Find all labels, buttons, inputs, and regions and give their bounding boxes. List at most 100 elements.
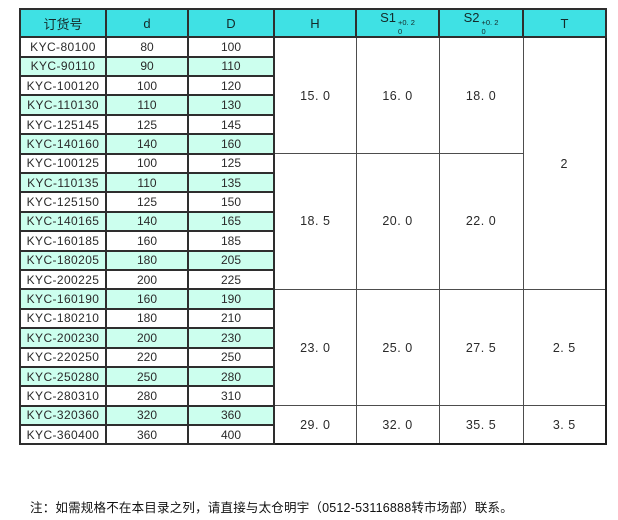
D-cell: 160 <box>187 133 275 155</box>
table-row: KYC-280310 280 310 <box>19 385 606 407</box>
s1-label: S1 <box>380 10 396 25</box>
d-cell: 160 <box>105 288 189 310</box>
order-code-cell: KYC-250280 <box>19 365 107 388</box>
D-cell: 120 <box>187 75 275 97</box>
D-cell: 360 <box>187 404 275 427</box>
table-row: KYC-125145 125 145 <box>19 113 606 136</box>
col-header-d: d <box>105 7 189 39</box>
table-row: KYC-140160 140 160 <box>19 133 606 155</box>
table-row: KYC-125150 125 150 <box>19 191 606 213</box>
order-code-cell: KYC-180205 <box>19 249 107 271</box>
table-row: KYC-160190 160 190 23. 0 25. 0 27. 5 2. 5 <box>19 288 607 407</box>
order-code-cell: KYC-280310 <box>19 385 107 407</box>
D-cell: 250 <box>187 346 275 368</box>
d-cell: 220 <box>105 346 189 368</box>
order-code-cell: KYC-125145 <box>19 113 107 136</box>
table-row: KYC-250280 250 280 <box>19 365 606 388</box>
D-cell: 100 <box>187 36 275 58</box>
D-cell: 190 <box>187 288 275 310</box>
D-cell: 310 <box>187 385 275 407</box>
order-code-cell: KYC-125150 <box>19 191 107 213</box>
d-cell: 110 <box>105 94 189 116</box>
tolerance-sup: +0. 2 <box>398 18 415 27</box>
d-cell: 140 <box>105 133 189 155</box>
h-cell: 15. 0 <box>273 36 357 155</box>
t-cell: 2. 5 <box>522 288 607 407</box>
table-row: KYC-200225 200 225 <box>19 268 606 291</box>
d-cell: 200 <box>105 268 189 291</box>
d-cell: 100 <box>105 75 189 97</box>
D-cell: 165 <box>187 210 275 233</box>
table-row: KYC-320360 320 360 29. 0 32. 0 35. 5 3. 5 <box>19 404 607 445</box>
D-cell: 135 <box>187 171 275 194</box>
D-cell: 225 <box>187 268 275 291</box>
d-cell: 180 <box>105 249 189 271</box>
order-code-cell: KYC-90110 <box>19 55 107 78</box>
table-row: KYC-160185 160 185 <box>19 230 606 252</box>
d-cell: 160 <box>105 230 189 252</box>
order-code-cell: KYC-140160 <box>19 133 107 155</box>
table-row: KYC-110130 110 130 <box>19 94 606 116</box>
d-cell: 90 <box>105 55 189 78</box>
order-code-cell: KYC-160185 <box>19 230 107 252</box>
d-cell: 320 <box>105 404 189 427</box>
col-header-order-no: 订货号 <box>19 7 107 39</box>
s2-cell: 35. 5 <box>438 405 524 445</box>
D-cell: 400 <box>187 424 275 446</box>
col-header-T: T <box>522 7 607 39</box>
table-row: KYC-100125 100 125 18. 5 20. 0 22. 0 <box>19 152 606 290</box>
table-row: KYC-110135 110 135 <box>19 171 606 194</box>
t-cell: 3. 5 <box>522 405 607 445</box>
s2-cell: 22. 0 <box>438 153 524 290</box>
order-code-cell: KYC-220250 <box>19 346 107 368</box>
s1-cell: 32. 0 <box>355 405 440 445</box>
D-cell: 110 <box>187 55 275 78</box>
D-cell: 205 <box>187 249 275 271</box>
D-cell: 185 <box>187 230 275 252</box>
order-code-cell: KYC-100120 <box>19 75 107 97</box>
order-code-cell: KYC-200225 <box>19 268 107 291</box>
col-header-D: D <box>187 7 275 39</box>
col-header-H: H <box>273 7 357 39</box>
D-cell: 145 <box>187 113 275 136</box>
D-cell: 210 <box>187 307 275 330</box>
s1-cell: 20. 0 <box>355 153 440 290</box>
order-code-cell: KYC-80100 <box>19 36 107 58</box>
d-cell: 125 <box>105 191 189 213</box>
order-code-cell: KYC-320360 <box>19 404 107 427</box>
s2-cell: 27. 5 <box>438 288 524 407</box>
order-code-cell: KYC-180210 <box>19 307 107 330</box>
h-cell: 18. 5 <box>273 153 357 290</box>
order-code-cell: KYC-110135 <box>19 171 107 194</box>
D-cell: 125 <box>187 152 275 175</box>
table-row: KYC-200230 200 230 <box>19 327 606 349</box>
order-code-cell: KYC-140165 <box>19 210 107 233</box>
d-cell: 100 <box>105 152 189 175</box>
d-cell: 200 <box>105 327 189 349</box>
d-cell: 110 <box>105 171 189 194</box>
D-cell: 230 <box>187 327 275 349</box>
d-cell: 80 <box>105 36 189 58</box>
h-cell: 29. 0 <box>273 405 357 445</box>
order-code-cell: KYC-160190 <box>19 288 107 310</box>
s1-cell: 25. 0 <box>355 288 440 407</box>
tolerance-sub: 0 <box>481 26 486 36</box>
table-row: KYC-100120 100 120 <box>19 75 606 97</box>
d-cell: 125 <box>105 113 189 136</box>
table-row: KYC-90110 90 110 <box>19 55 606 78</box>
table-row: KYC-180205 180 205 <box>19 249 606 271</box>
tolerance-sub: 0 <box>398 26 403 36</box>
s2-cell: 18. 0 <box>438 36 524 155</box>
D-cell: 150 <box>187 191 275 213</box>
s1-cell: 16. 0 <box>355 36 440 155</box>
order-code-cell: KYC-360400 <box>19 424 107 446</box>
tolerance-sup: +0. 2 <box>481 18 499 27</box>
table-row: KYC-220250 220 250 <box>19 346 606 368</box>
